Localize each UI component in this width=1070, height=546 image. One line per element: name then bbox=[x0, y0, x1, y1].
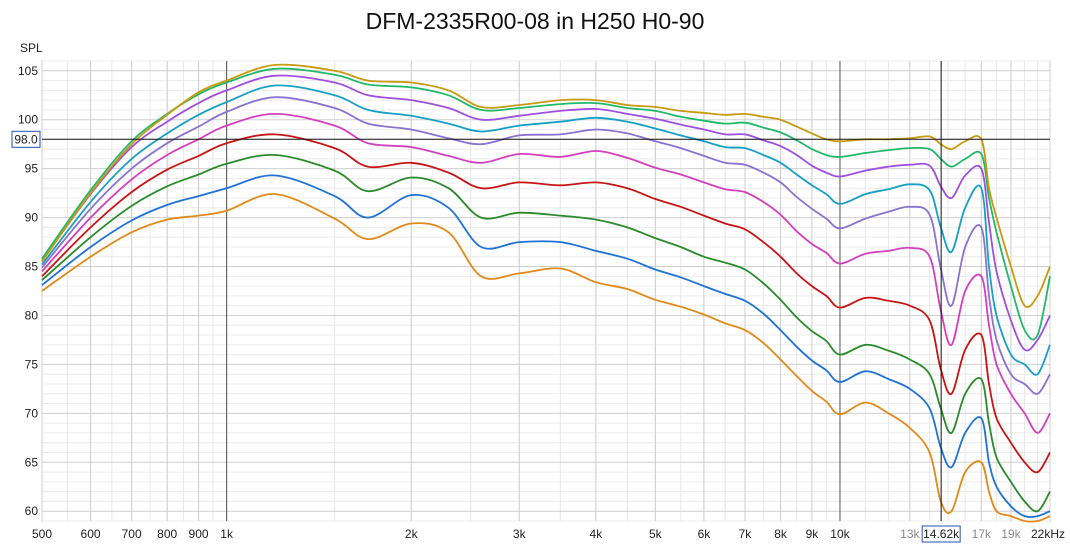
y-tick-label: 70 bbox=[25, 406, 39, 420]
x-tick-label: 6k bbox=[698, 527, 712, 541]
response-curve bbox=[41, 67, 1051, 341]
response-curve bbox=[41, 113, 1051, 434]
response-curve bbox=[41, 133, 1051, 474]
response-curve bbox=[41, 153, 1051, 513]
response-curves bbox=[41, 63, 1051, 523]
x-axis: 500 600 700 800 900 1k 2k 3k 4k 5k 6k 7k 8k 9k 10k 13k 1… bbox=[32, 525, 1065, 543]
y-axis-label: SPL bbox=[20, 41, 43, 55]
x-tick-label: 8k bbox=[774, 527, 788, 541]
x-tick-label: 1k bbox=[220, 527, 234, 541]
x-tick-label: 2k bbox=[405, 527, 419, 541]
y-tick-label: 60 bbox=[25, 504, 39, 518]
cursor-x-readout: 14.62k bbox=[923, 527, 960, 541]
x-tick-label: 9k bbox=[806, 527, 820, 541]
x-tick-label: 3k bbox=[513, 527, 527, 541]
chart-title: DFM-2335R00-08 in H250 H0-90 bbox=[365, 8, 705, 34]
response-curve bbox=[41, 74, 1051, 352]
plot-area bbox=[41, 60, 1051, 522]
response-curve bbox=[41, 84, 1051, 376]
y-tick-label: 100 bbox=[18, 113, 38, 127]
cursor-x-readout-box bbox=[921, 525, 961, 543]
x-tick-label: 4k bbox=[590, 527, 604, 541]
y-tick-label: 80 bbox=[25, 308, 39, 322]
x-tick-label: 500 bbox=[32, 527, 52, 541]
x-tick-label: 700 bbox=[122, 527, 142, 541]
x-tick-label: 7k bbox=[739, 527, 753, 541]
x-tick-label: 13k bbox=[900, 527, 920, 541]
x-tick-label: 900 bbox=[189, 527, 209, 541]
x-tick-label: 5k bbox=[649, 527, 663, 541]
response-curve bbox=[41, 96, 1051, 395]
y-axis: 60 65 70 75 80 85 90 95 100 105 98.0 bbox=[11, 64, 41, 518]
y-tick-label: 75 bbox=[25, 357, 39, 371]
x-tick-label: 10k bbox=[830, 527, 850, 541]
cursor-y-readout-box bbox=[11, 130, 41, 148]
y-tick-label: 85 bbox=[25, 260, 39, 274]
crosshair-cursor bbox=[42, 61, 1050, 521]
response-curve bbox=[41, 193, 1051, 523]
x-tick-label: 600 bbox=[81, 527, 101, 541]
major-grid bbox=[41, 61, 1051, 521]
x-tick-label: 19k bbox=[1001, 527, 1021, 541]
x-tick-label: 17k bbox=[972, 527, 992, 541]
y-tick-label: 65 bbox=[25, 455, 39, 469]
x-tick-label: 800 bbox=[157, 527, 177, 541]
response-curve bbox=[41, 174, 1051, 518]
y-tick-label: 95 bbox=[25, 162, 39, 176]
y-tick-label: 105 bbox=[18, 64, 38, 78]
y-tick-label: 90 bbox=[25, 211, 39, 225]
cursor-y-readout: 98.0 bbox=[14, 132, 38, 146]
x-tick-label: 22kHz bbox=[1031, 527, 1065, 541]
